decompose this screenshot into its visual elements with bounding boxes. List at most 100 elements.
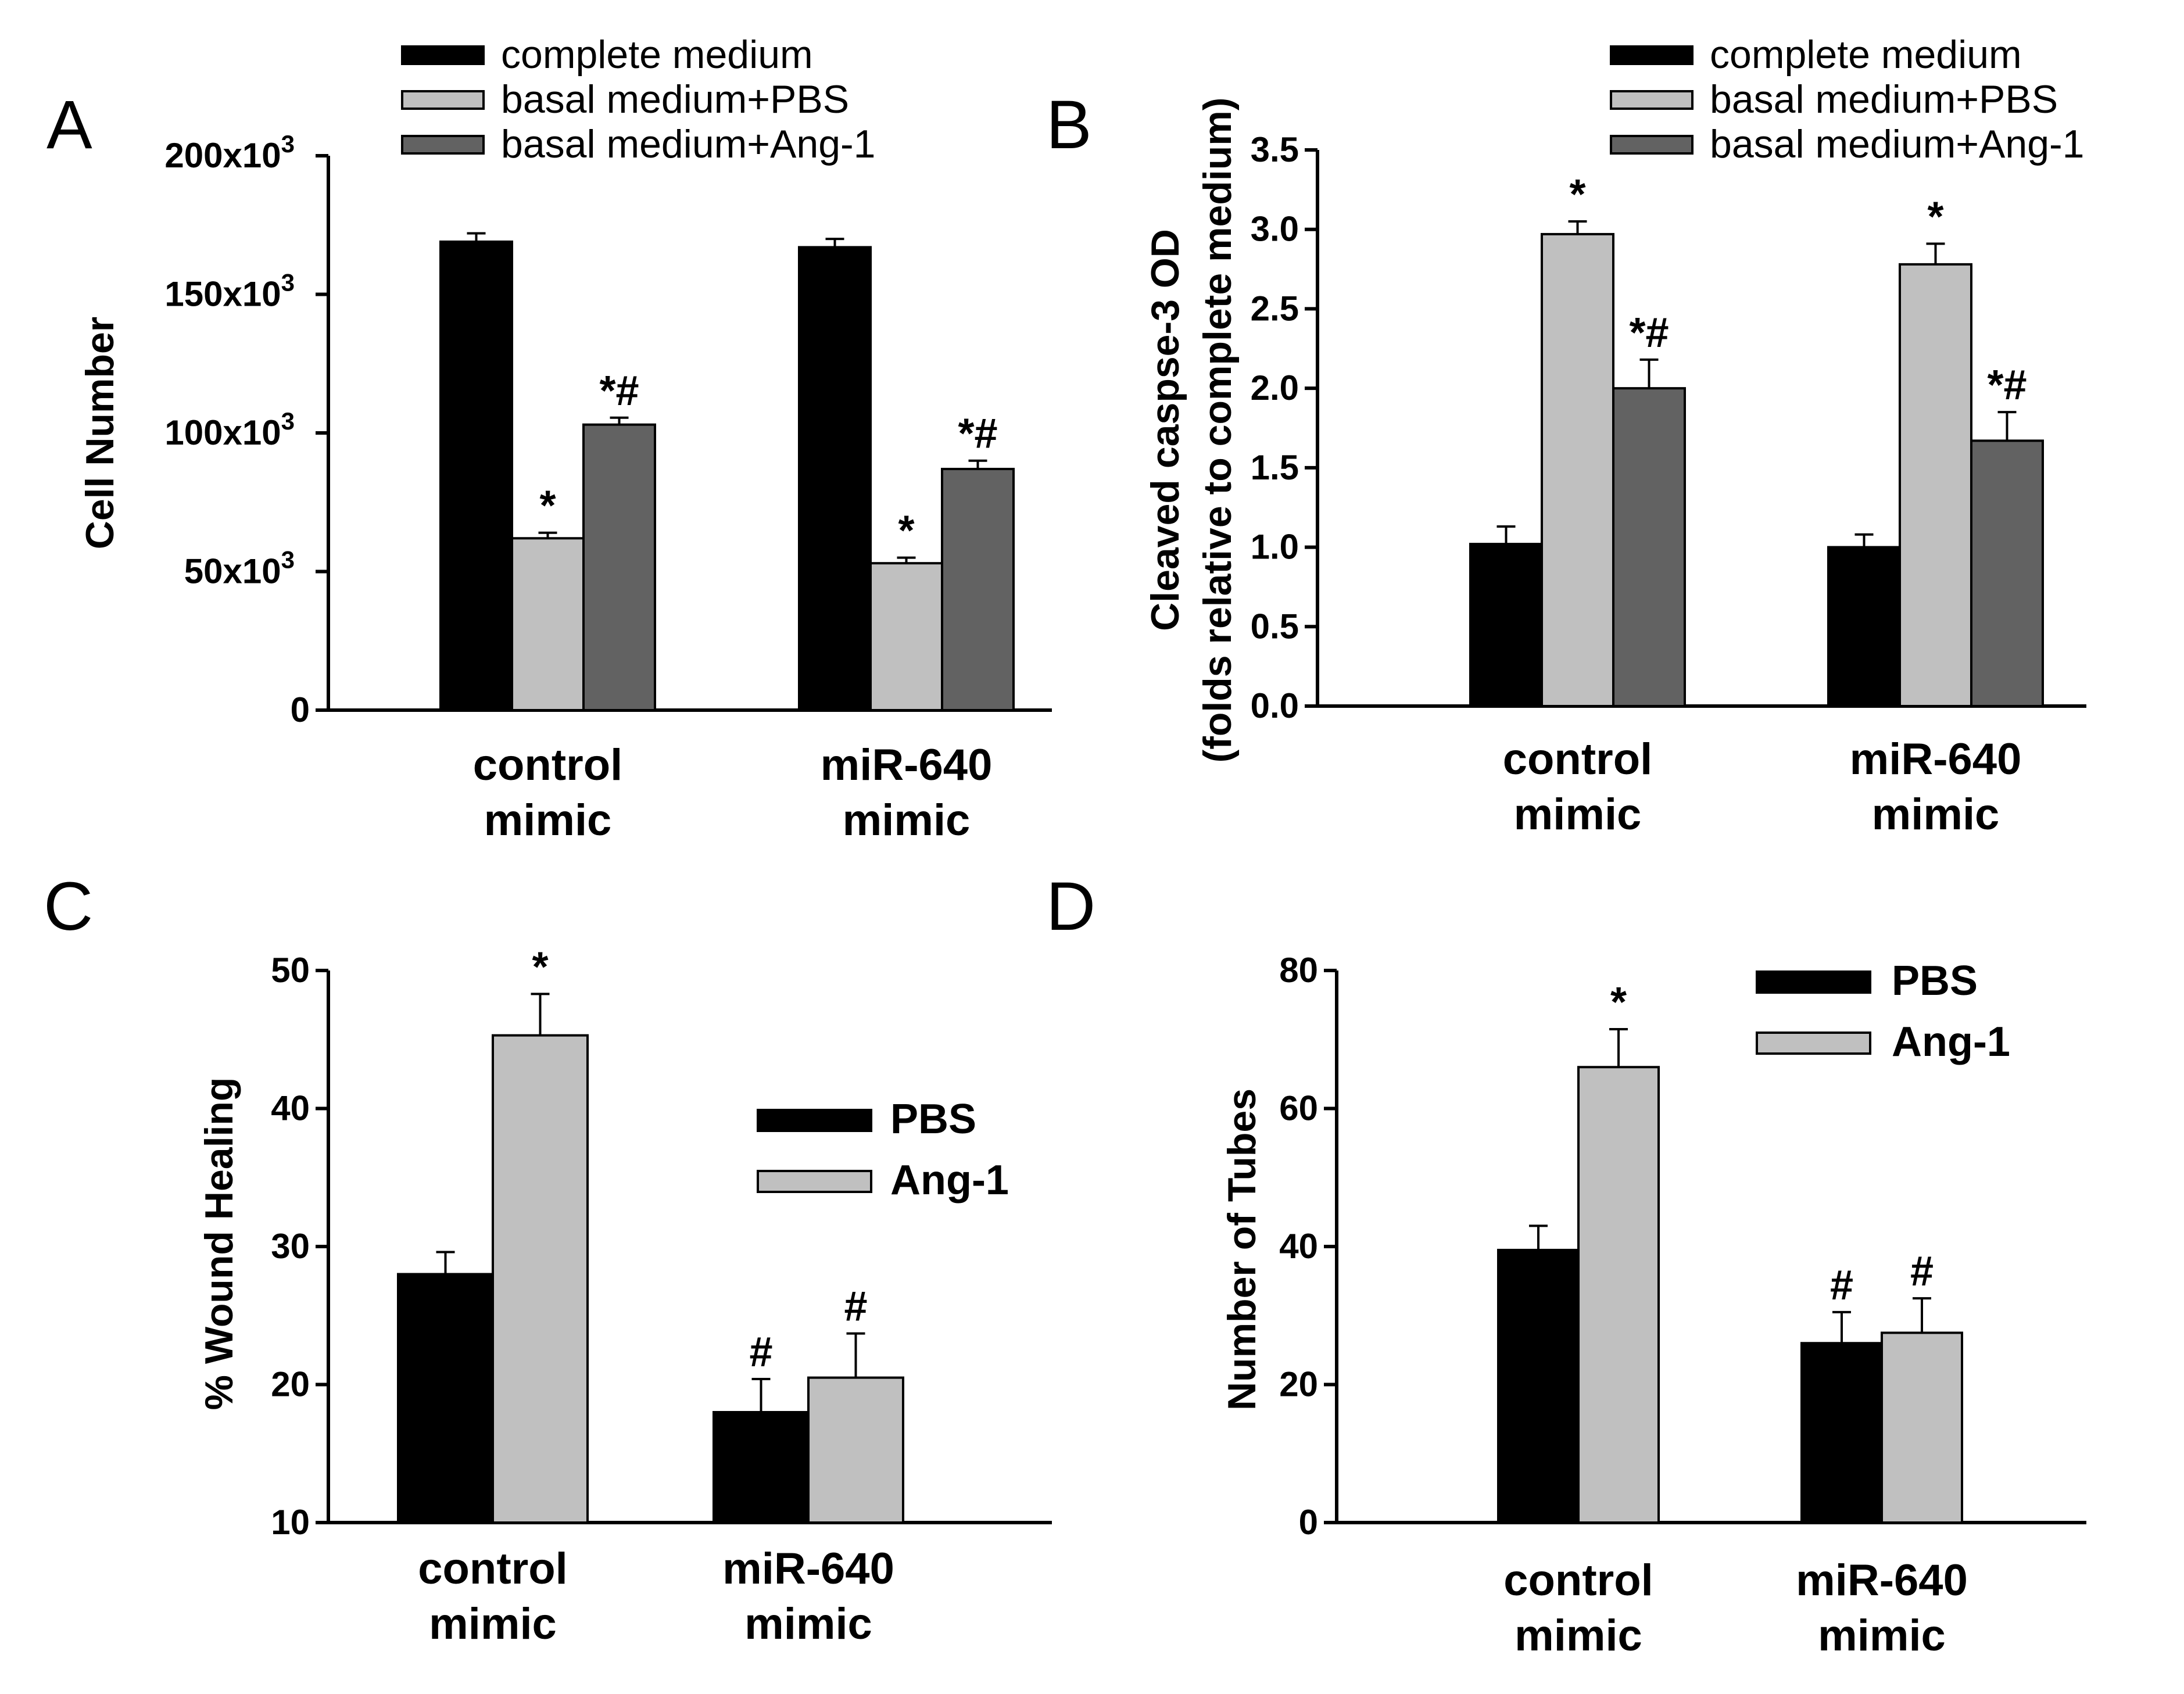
- y-tick-label: 2.0: [1251, 368, 1299, 407]
- legend-swatch: [757, 1109, 872, 1132]
- category-label: mimic: [429, 1599, 557, 1649]
- legend-swatch: [1610, 135, 1694, 155]
- panel-c: C 10 20 30 40 50 % Wound Healing * control mimic #…: [44, 868, 1052, 1649]
- bar: [439, 240, 513, 711]
- bar: [1497, 1248, 1580, 1524]
- significance-mark: #: [844, 1284, 867, 1330]
- significance-mark: *: [1610, 979, 1627, 1026]
- category-label: mimic: [1514, 790, 1642, 839]
- significance-mark: *#: [958, 411, 997, 457]
- bar: [713, 1411, 810, 1524]
- panel-b: B 0.0 0.5 1.0 1.5 2.0 2.5 3.0 3.5 Cleaved caspse-…: [1046, 33, 2086, 839]
- legend-label: basal medium+Ang-1: [1710, 122, 2084, 166]
- y-axis-title: % Wound Healing: [197, 1077, 241, 1410]
- category-label: miR-640: [1796, 1556, 1968, 1605]
- category-label: mimic: [1515, 1611, 1642, 1660]
- panel-a: A 0 50x103 100x103 150x103 200x103 Cell Number…: [46, 33, 1052, 845]
- significance-mark: *#: [1629, 310, 1669, 356]
- significance-mark: *: [532, 944, 548, 990]
- y-tick-label: 40: [271, 1089, 310, 1128]
- legend: PBS Ang-1: [1756, 958, 2010, 1065]
- y-tick-label: 150x103: [164, 269, 295, 314]
- y-tick-label: 10: [271, 1503, 310, 1542]
- significance-mark: *: [1927, 194, 1943, 240]
- bar: [1881, 1331, 1963, 1524]
- y-tick-label: 20: [271, 1365, 310, 1404]
- legend-swatch: [1610, 45, 1694, 65]
- y-axis-title: Cleaved caspse-3 OD: [1143, 229, 1187, 631]
- bar: [397, 1273, 494, 1524]
- legend-label: PBS: [890, 1096, 976, 1143]
- bar: [1612, 387, 1686, 707]
- bar: [582, 423, 656, 711]
- y-axis-title: (folds relative to complete medium): [1195, 98, 1240, 763]
- y-tick-label: 60: [1279, 1089, 1318, 1128]
- significance-mark: *: [539, 483, 556, 529]
- category-label: control: [473, 740, 623, 790]
- panel-letter: B: [1046, 87, 1092, 163]
- y-tick-label: 1.5: [1251, 448, 1299, 487]
- significance-mark: *: [898, 508, 914, 554]
- legend: PBS Ang-1: [757, 1096, 1009, 1204]
- category-label: control: [1503, 735, 1653, 784]
- y-tick-label: 200x103: [164, 130, 295, 175]
- bar: [1800, 1342, 1883, 1524]
- y-tick-label: 1.0: [1251, 528, 1299, 567]
- bar: [869, 562, 943, 711]
- significance-mark: *: [1569, 171, 1585, 218]
- legend-swatch: [1610, 90, 1694, 110]
- y-axis-title: Cell Number: [78, 317, 122, 550]
- legend-label: basal medium+Ang-1: [501, 122, 875, 166]
- legend-swatch: [401, 45, 485, 65]
- legend-label: basal medium+PBS: [501, 77, 849, 121]
- y-tick-label: 50: [271, 951, 310, 990]
- legend-label: Ang-1: [890, 1157, 1009, 1204]
- bar: [1899, 263, 1972, 707]
- bar: [511, 537, 585, 711]
- bar: [1469, 543, 1543, 707]
- bar: [1970, 439, 2044, 707]
- y-axis-title: Number of Tubes: [1220, 1088, 1264, 1410]
- panel-d: D 0 20 40 60 80 Number of Tubes * control mimic # #…: [1046, 868, 2086, 1660]
- bar: [1827, 546, 1901, 707]
- legend-swatch: [1756, 1032, 1871, 1055]
- y-tick-label: 100x103: [164, 407, 295, 452]
- legend-swatch: [401, 135, 485, 155]
- category-label: mimic: [1872, 790, 2000, 839]
- y-tick-label: 20: [1279, 1365, 1318, 1404]
- y-tick-label: 2.5: [1251, 289, 1299, 328]
- legend-label: complete medium: [501, 33, 813, 77]
- bar: [1577, 1066, 1660, 1524]
- significance-mark: #: [1830, 1262, 1853, 1309]
- legend-label: basal medium+PBS: [1710, 77, 2058, 121]
- panel-letter: C: [44, 868, 93, 945]
- legend-label: complete medium: [1710, 33, 2022, 77]
- category-label: mimic: [744, 1599, 872, 1649]
- y-tick-label: 3.5: [1251, 130, 1299, 169]
- y-tick-label: 0: [291, 690, 310, 729]
- category-label: miR-640: [1850, 735, 2022, 784]
- y-tick-label: 30: [271, 1227, 310, 1266]
- y-tick-label: 0.0: [1251, 686, 1299, 725]
- significance-mark: *#: [599, 368, 639, 414]
- y-tick-label: 0.5: [1251, 607, 1299, 646]
- legend-label: PBS: [1892, 958, 1978, 1004]
- y-tick-label: 80: [1279, 951, 1318, 990]
- significance-mark: #: [1910, 1248, 1934, 1295]
- bar: [492, 1034, 589, 1524]
- category-label: miR-640: [722, 1544, 894, 1593]
- y-tick-label: 0: [1299, 1503, 1318, 1542]
- category-label: miR-640: [821, 740, 993, 790]
- bar: [807, 1376, 904, 1524]
- category-label: control: [418, 1544, 568, 1593]
- category-label: control: [1503, 1556, 1653, 1605]
- significance-mark: #: [749, 1329, 772, 1376]
- y-tick-label: 3.0: [1251, 210, 1299, 249]
- category-label: mimic: [1818, 1611, 1946, 1660]
- significance-mark: *#: [1987, 362, 2027, 409]
- y-tick-label: 40: [1279, 1227, 1318, 1266]
- panel-letter: D: [1046, 868, 1095, 945]
